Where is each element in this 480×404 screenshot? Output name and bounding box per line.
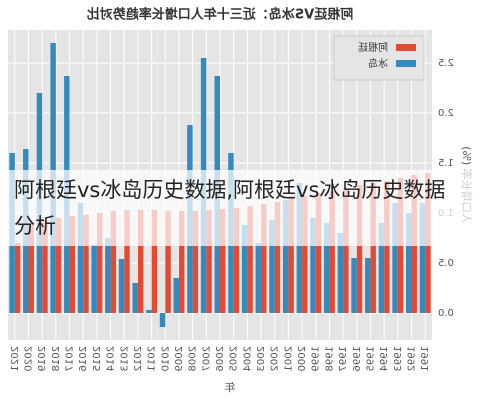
x-tick-label: 2008	[188, 346, 199, 371]
bar	[315, 193, 322, 313]
bar	[96, 213, 103, 313]
y-tick-label: 2.0	[438, 108, 454, 119]
x-tick-label: 2002	[270, 346, 281, 371]
bar	[406, 213, 412, 313]
x-tick-label: 2016	[78, 346, 89, 371]
x-tick-label: 2001	[283, 346, 294, 371]
x-tick-label: 1997	[338, 346, 349, 371]
bar	[310, 218, 316, 313]
bar	[370, 183, 376, 313]
legend-swatch	[396, 60, 416, 67]
bar	[296, 183, 303, 313]
bar	[269, 220, 275, 313]
bar	[118, 259, 125, 313]
x-tick-label: 2013	[119, 346, 130, 371]
bar	[165, 211, 171, 313]
x-axis-label: 年	[225, 380, 236, 394]
legend-swatch	[396, 44, 416, 51]
y-tick-label: 0.0	[438, 308, 454, 319]
bar	[124, 210, 130, 313]
bar	[247, 206, 253, 313]
bar	[220, 209, 226, 313]
x-tick-label: 2017	[65, 346, 76, 371]
x-tick-label: 1991	[420, 346, 431, 371]
overlay-banner: 阿根廷vs冰岛历史数据,阿根廷vs冰岛历史数据分析	[0, 170, 480, 246]
legend-label: 冰岛	[368, 57, 388, 70]
x-tick-label: 2015	[92, 346, 103, 371]
bar	[151, 210, 158, 313]
bar	[83, 215, 89, 313]
x-tick-label: 2003	[256, 346, 267, 371]
bar	[323, 223, 330, 313]
x-tick-label: 2010	[160, 346, 171, 371]
bar	[110, 211, 117, 313]
x-tick-label: 1996	[352, 346, 363, 371]
bar	[91, 245, 97, 313]
bar	[356, 185, 363, 313]
bar	[302, 196, 308, 313]
bar	[282, 200, 289, 313]
bar	[42, 220, 48, 313]
bar	[384, 181, 390, 313]
bar	[159, 313, 166, 327]
bar	[337, 233, 344, 313]
x-tick-label: 2007	[201, 346, 212, 371]
bar	[132, 283, 138, 313]
x-tick-label: 1994	[379, 346, 390, 371]
y-tick-label: 2.5	[438, 58, 454, 69]
x-tick-label: 2019	[37, 346, 48, 371]
bar	[351, 258, 357, 313]
bar	[178, 211, 185, 313]
bar	[14, 243, 21, 313]
bar	[392, 203, 398, 313]
bar	[233, 208, 240, 313]
y-tick-label: 0.5	[438, 258, 454, 269]
bar	[419, 203, 426, 313]
bar	[137, 210, 144, 313]
bar	[69, 216, 76, 313]
x-tick-label: 2006	[215, 346, 226, 371]
x-tick-label: 2014	[106, 346, 117, 371]
bar	[261, 204, 267, 313]
x-tick-label: 2005	[229, 346, 240, 371]
x-tick-label: 2009	[174, 346, 185, 371]
bar	[192, 211, 199, 313]
x-tick-label: 1999	[311, 346, 322, 371]
bar	[364, 258, 371, 313]
x-tick-label: 2018	[51, 346, 62, 371]
x-tick-label: 2020	[24, 346, 35, 371]
x-tick-label: 1998	[324, 346, 335, 371]
bar	[55, 218, 62, 313]
bar	[241, 225, 248, 313]
x-tick-label: 2011	[147, 346, 158, 371]
bar	[105, 238, 111, 313]
bar	[173, 278, 179, 313]
bar	[288, 199, 294, 313]
bar	[378, 223, 385, 313]
bar	[206, 210, 212, 313]
bar	[343, 188, 349, 313]
bar	[77, 203, 84, 313]
bar	[329, 191, 335, 313]
bar	[146, 310, 152, 313]
bar	[255, 243, 262, 313]
y-tick-label: 1.5	[438, 158, 454, 169]
x-tick-label: 2021	[10, 346, 21, 371]
x-tick-label: 2004	[242, 346, 253, 371]
bar	[28, 223, 34, 313]
legend-label: 阿根廷	[358, 41, 388, 54]
x-tick-label: 1993	[393, 346, 404, 371]
bar	[274, 202, 281, 313]
legend-box	[333, 35, 425, 81]
x-tick-label: 1995	[365, 346, 376, 371]
x-tick-label: 2012	[133, 346, 144, 371]
chart-title: 阿根廷VS冰岛：近三十年人口增长率趋势对比	[87, 7, 353, 23]
x-tick-label: 1992	[406, 346, 417, 371]
x-tick-label: 2000	[297, 346, 308, 371]
